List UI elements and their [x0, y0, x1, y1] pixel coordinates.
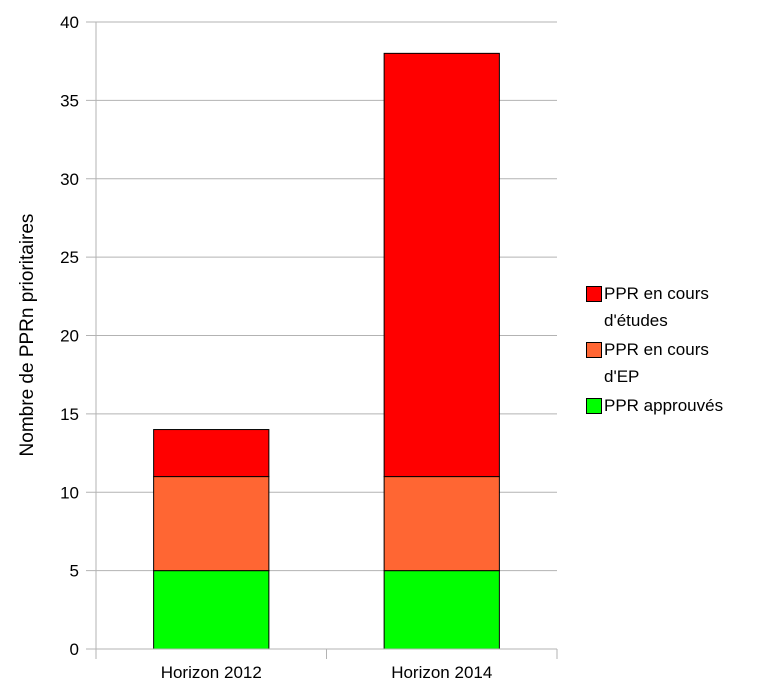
y-tick-label: 5 [70, 562, 79, 581]
axes [86, 21, 558, 659]
y-axis-title: Nombre de PPRn prioritaires [17, 214, 38, 457]
legend-item: PPR en cours d'études [586, 284, 756, 334]
legend-label: PPR en cours d'études [604, 284, 709, 330]
legend-item: PPR approuvés [586, 396, 756, 419]
bar-segment [383, 570, 500, 650]
y-tick-label: 40 [60, 13, 79, 32]
legend-swatch [586, 342, 602, 358]
bar-segment [383, 52, 500, 478]
legend-label: PPR en cours d'EP [604, 340, 709, 386]
bar-segment [153, 570, 270, 650]
legend-item: PPR en cours d'EP [586, 340, 756, 390]
bar-segment [153, 429, 270, 478]
y-tick-labels: 0 5 10 15 20 25 30 35 40 [60, 13, 79, 659]
bar-segment [153, 476, 270, 572]
legend-swatch [586, 398, 602, 414]
y-tick-label: 10 [60, 483, 79, 502]
y-tick-label: 30 [60, 170, 79, 189]
y-tick-label: 35 [60, 91, 79, 110]
bar-segment [383, 476, 500, 572]
legend-swatch [586, 286, 602, 302]
legend: PPR en cours d'études PPR en cours d'EP PP… [586, 284, 756, 425]
bars [153, 52, 500, 650]
x-tick-labels: Horizon 2012 Horizon 2014 [161, 663, 493, 682]
y-tick-label: 15 [60, 405, 79, 424]
x-tick-label: Horizon 2014 [391, 663, 492, 682]
legend-label: PPR approuvés [604, 396, 724, 415]
y-tick-label: 0 [70, 640, 79, 659]
y-tick-label: 25 [60, 248, 79, 267]
y-tick-label: 20 [60, 327, 79, 346]
x-tick-label: Horizon 2012 [161, 663, 262, 682]
